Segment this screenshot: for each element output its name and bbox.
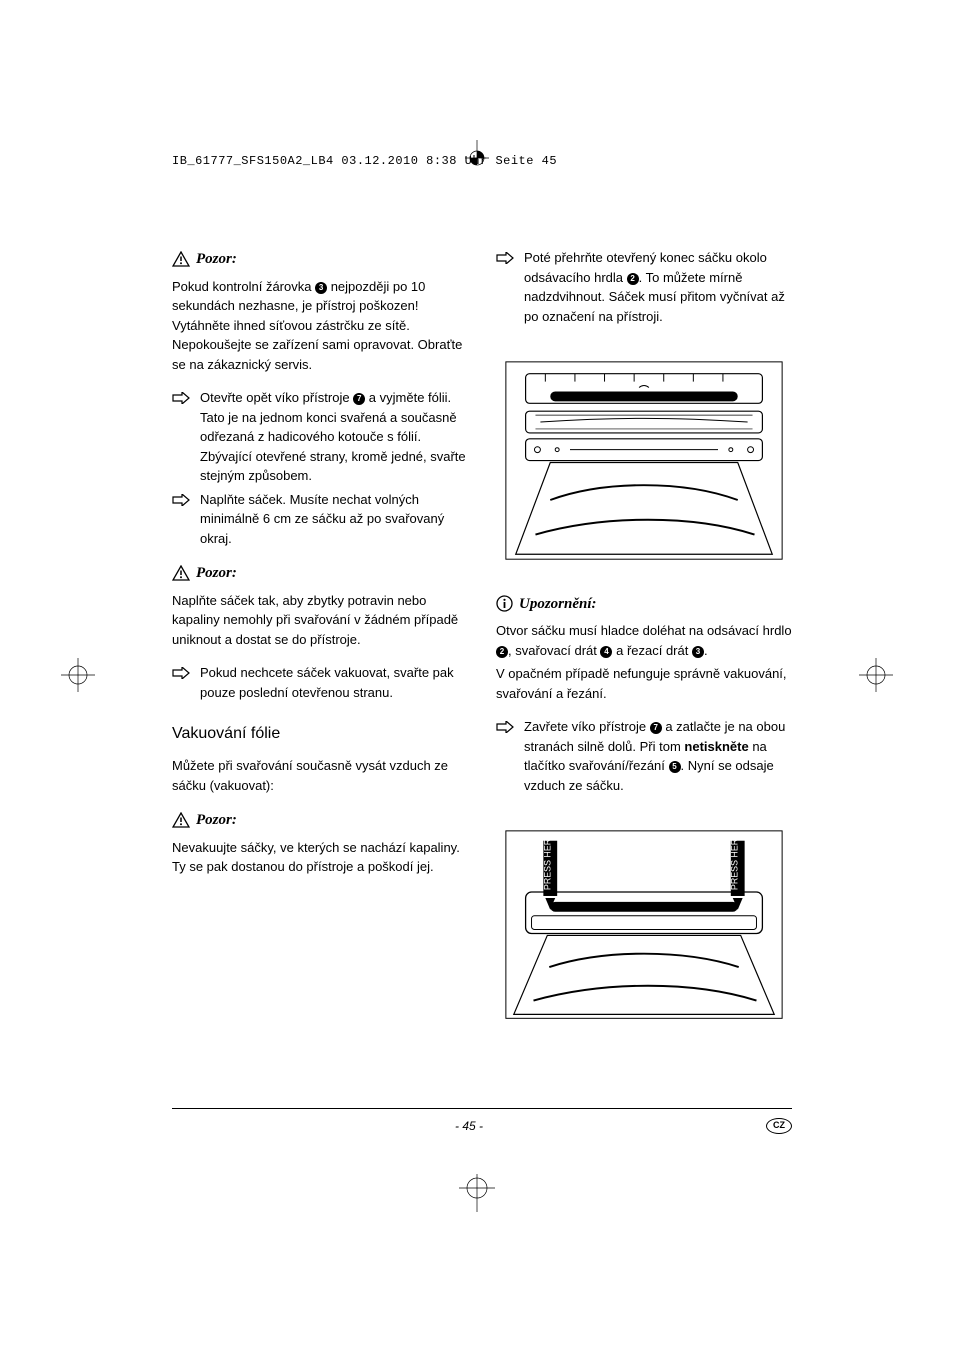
warning-icon (172, 565, 190, 581)
step-item: Poté přehrňte otevřený konec sáčku okolo… (496, 248, 792, 326)
step-text: Zavřete víko přístroje 7 a zatlačte je n… (524, 717, 792, 795)
warning-1-body: Pokud kontrolní žárovka 3 nejpozději po … (172, 277, 468, 375)
illustration-device-open (496, 352, 792, 569)
ref-dot-4: 4 (600, 646, 612, 658)
step-list-4: Zavřete víko přístroje 7 a zatlačte je n… (496, 717, 792, 795)
register-mark-bottom (447, 1164, 507, 1212)
press-label-left: PRESS HERE (542, 833, 552, 890)
right-column: Poté přehrňte otevřený konec sáčku okolo… (496, 248, 792, 1052)
step-list-2: Pokud nechcete sáček vakuovat, svařte pa… (172, 663, 468, 702)
warning-heading-2: Pozor: (172, 562, 468, 585)
notice-body-1: Otvor sáčku musí hladce doléhat na odsáv… (496, 621, 792, 660)
step-item: Otevřte opět víko přístroje 7 a vyjměte … (172, 388, 468, 486)
ref-dot-3: 3 (692, 646, 704, 658)
page-number: - 45 - (455, 1117, 483, 1135)
warning-icon (172, 812, 190, 828)
step-text: Naplňte sáček. Musíte nechat volných min… (200, 490, 468, 549)
warning-2-body: Naplňte sáček tak, aby zbytky potravin n… (172, 591, 468, 650)
ref-dot-7: 7 (650, 722, 662, 734)
arrow-icon (496, 248, 516, 326)
section-heading-vacuum: Vakuování fólie (172, 722, 468, 746)
register-mark-left (58, 655, 98, 695)
arrow-icon (172, 490, 192, 549)
warning-title: Pozor: (196, 562, 237, 585)
info-icon (496, 595, 513, 612)
ref-dot-5: 5 (669, 761, 681, 773)
warning-title: Pozor: (196, 809, 237, 832)
step-item: Pokud nechcete sáček vakuovat, svařte pa… (172, 663, 468, 702)
warning-3-body: Nevakuujte sáčky, ve kterých se nachází … (172, 838, 468, 877)
illustration-press-here: PRESS HERE PRESS HERE (496, 821, 792, 1028)
left-column: Pozor: Pokud kontrolní žárovka 3 nejpozd… (172, 248, 468, 1052)
press-label-right: PRESS HERE (730, 833, 740, 890)
arrow-icon (496, 717, 516, 795)
content-columns: Pozor: Pokud kontrolní žárovka 3 nejpozd… (172, 248, 792, 1052)
warning-icon (172, 251, 190, 267)
vacuum-body: Můžete při svařování současně vysát vzdu… (172, 756, 468, 795)
step-text: Otevřte opět víko přístroje 7 a vyjměte … (200, 388, 468, 486)
arrow-icon (172, 388, 192, 486)
ref-dot-2: 2 (627, 273, 639, 285)
warning-heading-3: Pozor: (172, 809, 468, 832)
step-text: Pokud nechcete sáček vakuovat, svařte pa… (200, 663, 468, 702)
arrow-icon (172, 663, 192, 702)
page-footer: - 45 - CZ (172, 1108, 792, 1135)
warning-heading-1: Pozor: (172, 248, 468, 271)
step-item: Naplňte sáček. Musíte nechat volných min… (172, 490, 468, 549)
warning-title: Pozor: (196, 248, 237, 271)
register-mark-top (447, 140, 507, 180)
notice-title: Upozornění: (519, 593, 597, 616)
step-text: Poté přehrňte otevřený konec sáčku okolo… (524, 248, 792, 326)
language-badge: CZ (766, 1118, 792, 1134)
step-item: Zavřete víko přístroje 7 a zatlačte je n… (496, 717, 792, 795)
notice-heading: Upozornění: (496, 593, 792, 616)
ref-dot-3: 3 (315, 282, 327, 294)
step-list-3: Poté přehrňte otevřený konec sáčku okolo… (496, 248, 792, 326)
step-list-1: Otevřte opět víko přístroje 7 a vyjměte … (172, 388, 468, 548)
ref-dot-2: 2 (496, 646, 508, 658)
notice-body-2: V opačném případě nefunguje správně vaku… (496, 664, 792, 703)
footer-rule (172, 1108, 792, 1109)
register-mark-right (856, 655, 896, 695)
ref-dot-7: 7 (353, 393, 365, 405)
